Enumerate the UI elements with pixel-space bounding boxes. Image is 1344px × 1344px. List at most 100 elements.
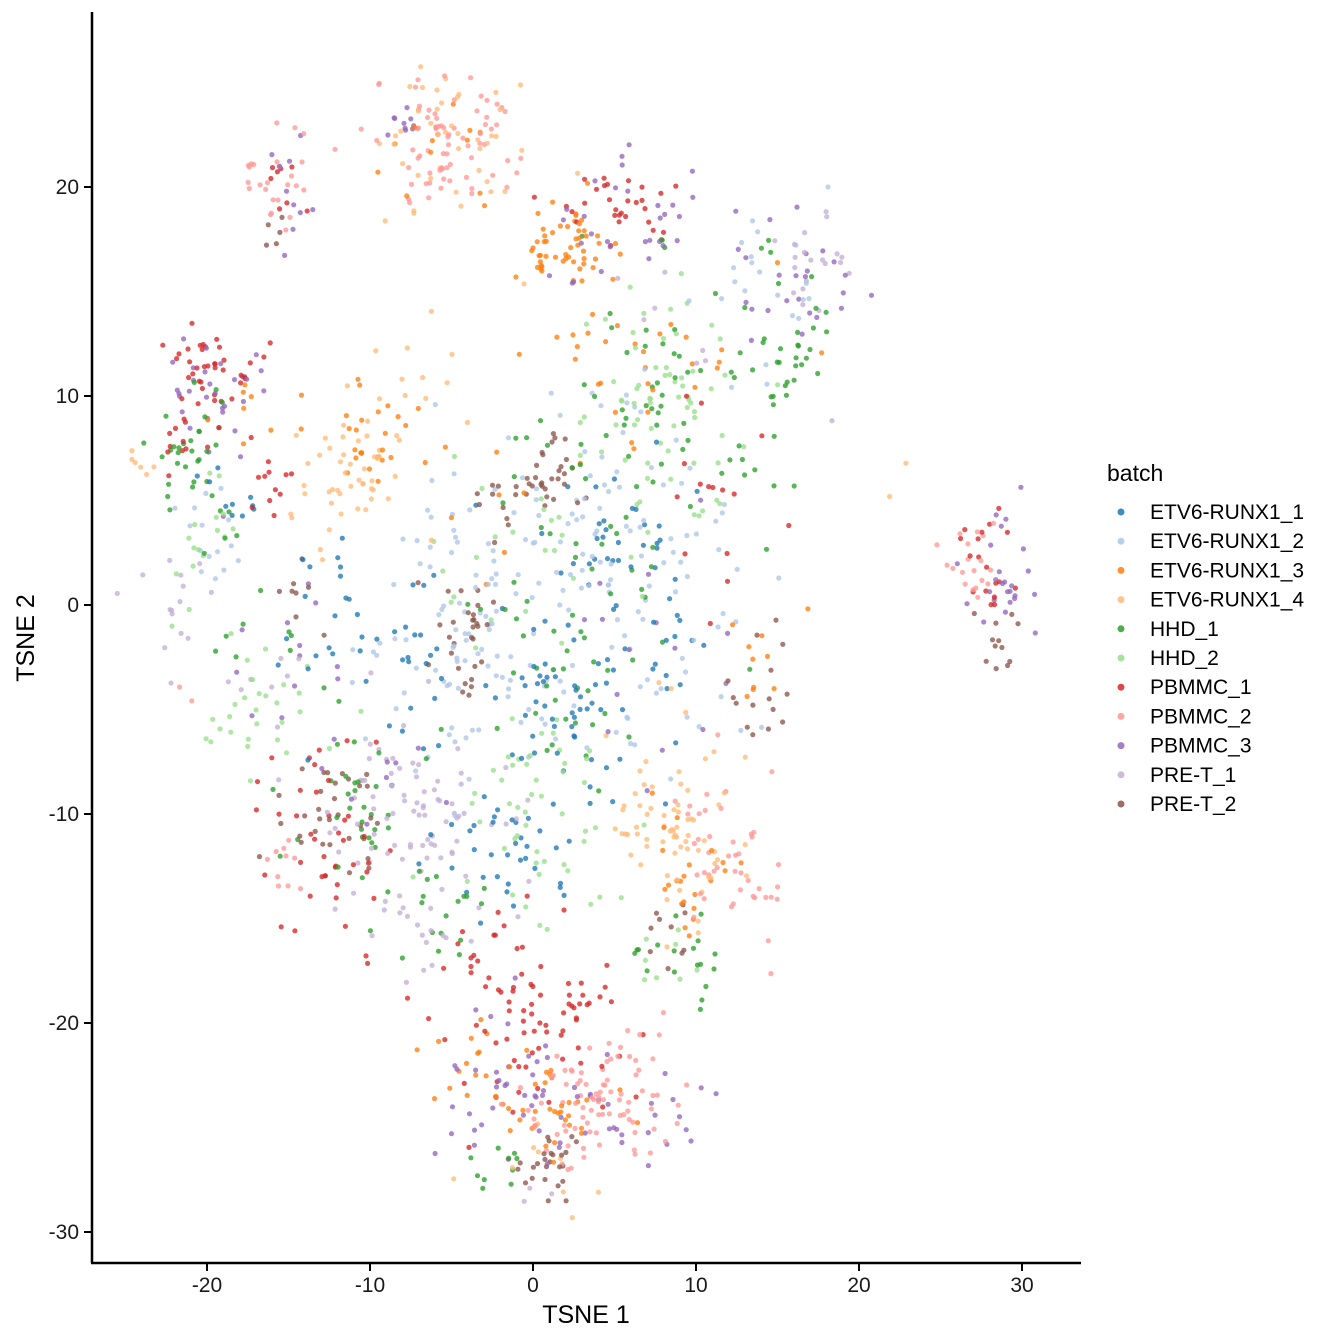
scatter-point [499, 777, 505, 783]
scatter-point [390, 755, 396, 761]
scatter-point [518, 155, 524, 161]
scatter-point [661, 824, 667, 831]
scatter-point [626, 453, 632, 459]
scatter-point [376, 746, 382, 752]
scatter-point [561, 907, 567, 913]
scatter-point [581, 1154, 587, 1160]
scatter-point [517, 857, 524, 863]
scatter-point [733, 208, 739, 214]
scatter-point [668, 536, 674, 542]
scatter-point [800, 297, 806, 303]
scatter-point [290, 226, 296, 232]
scatter-point [307, 564, 313, 570]
scatter-point [988, 542, 994, 548]
scatter-point [616, 219, 622, 225]
scatter-point [408, 181, 415, 187]
scatter-point [660, 341, 666, 347]
x-tick-label: -10 [355, 1274, 385, 1297]
scatter-point [178, 572, 184, 578]
scatter-point [578, 1125, 585, 1131]
scatter-point [347, 805, 353, 811]
scatter-point [523, 1064, 529, 1070]
scatter-point [357, 783, 363, 789]
scatter-point [698, 961, 704, 967]
scatter-point [544, 1029, 550, 1035]
scatter-point [524, 1047, 530, 1053]
scatter-point [397, 893, 403, 899]
scatter-point [475, 651, 481, 657]
scatter-point [677, 887, 683, 893]
scatter-point [584, 706, 590, 712]
scatter-point [668, 476, 674, 482]
scatter-point [571, 1005, 577, 1011]
scatter-point [558, 1114, 564, 1120]
scatter-point [248, 434, 254, 441]
scatter-point [954, 561, 960, 567]
scatter-point [552, 254, 559, 260]
scatter-point [985, 581, 991, 587]
y-tick-label: 10 [56, 385, 79, 408]
scatter-point [240, 389, 246, 395]
scatter-point [718, 805, 724, 812]
scatter-point [645, 571, 652, 577]
scatter-point [528, 981, 534, 988]
scatter-point [640, 616, 646, 622]
scatter-point [362, 736, 368, 742]
scatter-point [603, 339, 609, 345]
scatter-point [408, 705, 414, 711]
scatter-point [550, 431, 557, 437]
scatter-point [220, 511, 226, 517]
scatter-point [203, 736, 209, 742]
scatter-point [428, 308, 434, 314]
scatter-point [660, 839, 666, 845]
scatter-point [421, 582, 427, 588]
scatter-point [190, 371, 196, 377]
scatter-point [527, 1185, 533, 1191]
scatter-point [441, 125, 447, 131]
scatter-point [763, 362, 769, 368]
scatter-point [334, 741, 340, 747]
scatter-point [312, 762, 318, 768]
scatter-point [186, 374, 192, 381]
scatter-point [468, 155, 475, 161]
scatter-point [499, 674, 505, 680]
scatter-point [186, 535, 192, 541]
scatter-point [269, 684, 275, 690]
scatter-point [587, 748, 593, 754]
scatter-point [510, 670, 517, 676]
scatter-point [544, 1161, 550, 1167]
scatter-point [581, 382, 587, 388]
scatter-point [464, 889, 470, 895]
scatter-point [557, 884, 563, 891]
scatter-point [494, 874, 500, 880]
scatter-point [569, 280, 575, 286]
scatter-point [424, 507, 431, 513]
scatter-point [273, 848, 279, 855]
scatter-point [443, 913, 449, 919]
scatter-point [548, 390, 554, 396]
scatter-point [285, 883, 291, 889]
scatter-point [598, 268, 604, 275]
scatter-point [662, 372, 668, 378]
scatter-point [675, 809, 682, 815]
scatter-point [162, 645, 168, 651]
scatter-point [441, 603, 447, 609]
scatter-point [468, 1035, 474, 1041]
scatter-point [332, 613, 338, 619]
scatter-point [262, 872, 268, 878]
scatter-point [617, 251, 623, 257]
scatter-point [686, 862, 692, 868]
scatter-point [720, 611, 726, 617]
scatter-point [367, 928, 373, 934]
scatter-point [687, 503, 694, 510]
scatter-point [346, 596, 352, 602]
scatter-point [491, 814, 497, 820]
scatter-point [1012, 585, 1019, 591]
scatter-point [235, 558, 241, 564]
scatter-point [537, 828, 543, 834]
scatter-point [357, 648, 363, 654]
scatter-point [429, 138, 435, 144]
scatter-point [813, 305, 819, 311]
scatter-point [555, 1183, 561, 1189]
